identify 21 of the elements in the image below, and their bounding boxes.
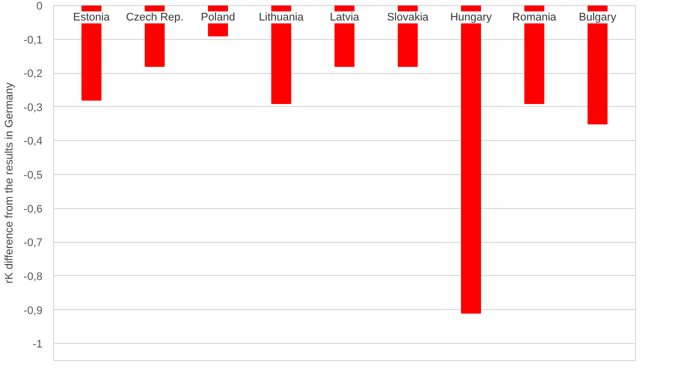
y-tick-label: -0,6 — [24, 203, 43, 216]
x-tick-label: Estonia — [73, 11, 111, 24]
x-tick-label: Lithuania — [258, 11, 304, 24]
y-tick-label: 0 — [36, 0, 43, 12]
x-tick-label: Poland — [200, 11, 236, 24]
y-tick-label: -0,8 — [24, 270, 43, 283]
x-tick-label: Bulgary — [578, 11, 617, 24]
y-tick-label: -0,9 — [24, 304, 43, 317]
y-tick-label: -0,3 — [24, 102, 43, 114]
y-tick-label: -0,5 — [24, 170, 43, 182]
y-axis-title: rK difference from the results in Germany — [4, 82, 16, 284]
y-tick-label: -0,7 — [24, 237, 43, 250]
x-tick-label: Hungary — [450, 11, 492, 24]
x-tick-label: Romania — [512, 11, 558, 24]
y-tick-label: -0,2 — [24, 68, 43, 80]
x-tick-label: Czech Rep. — [126, 11, 184, 24]
y-tick-label: -0,1 — [24, 34, 43, 46]
y-tick-label: -0,4 — [24, 136, 43, 148]
x-tick-label: Slovakia — [386, 11, 430, 24]
x-tick-label: Latvia — [330, 11, 360, 24]
y-tick-label: -1 — [32, 338, 42, 351]
